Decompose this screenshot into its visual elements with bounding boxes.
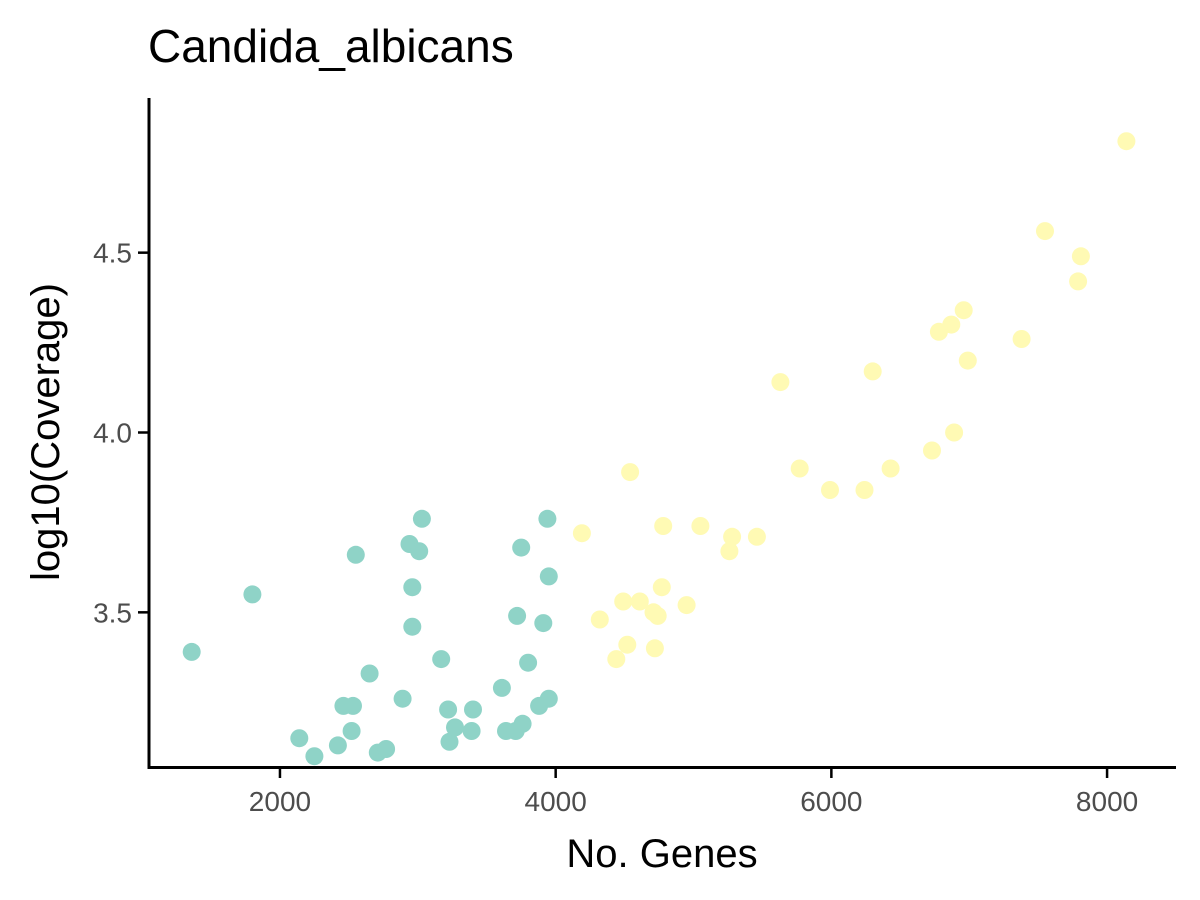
data-point [446, 718, 464, 737]
data-point [393, 689, 412, 708]
data-point [790, 459, 809, 478]
chart-title: Candida_albicans [148, 20, 514, 72]
data-point [821, 481, 839, 499]
data-point [346, 545, 365, 564]
data-point [654, 517, 673, 535]
data-point [747, 527, 766, 546]
y-tick-label: 4.5 [93, 238, 132, 269]
data-point [652, 578, 671, 597]
data-point [344, 696, 362, 715]
data-point [342, 722, 361, 740]
x-tick-label: 4000 [525, 786, 587, 817]
data-point [412, 509, 431, 528]
data-point [410, 542, 429, 561]
data-point [328, 736, 347, 755]
data-point [512, 538, 531, 557]
data-point [1036, 222, 1054, 241]
data-point [720, 542, 739, 561]
data-point [1012, 330, 1031, 348]
data-point [403, 617, 422, 636]
y-tick-label: 3.5 [93, 597, 132, 628]
data-point [881, 459, 900, 478]
data-point [403, 578, 422, 597]
x-tick-label: 6000 [800, 786, 862, 817]
data-point [439, 700, 458, 719]
data-point [243, 585, 262, 604]
data-point [462, 722, 481, 740]
data-point [1071, 247, 1090, 266]
x-axis-ticks: 2000 4000 6000 8000 [249, 768, 1138, 817]
data-point [590, 610, 609, 629]
data-point [771, 373, 790, 392]
data-point [538, 509, 557, 528]
data-point [923, 441, 941, 460]
data-point [958, 351, 977, 370]
data-point [618, 635, 637, 654]
data-point [534, 614, 553, 633]
y-axis-ticks: 3.5 4.0 4.5 [93, 238, 148, 628]
data-point [513, 714, 532, 733]
data-point [1117, 132, 1136, 151]
data-points [182, 132, 1136, 766]
data-point [492, 678, 511, 697]
data-point [464, 700, 482, 719]
data-point [677, 596, 696, 615]
data-point [508, 606, 527, 625]
data-point [942, 315, 961, 334]
data-point [305, 747, 324, 766]
data-point [691, 517, 710, 535]
x-tick-label: 8000 [1076, 786, 1138, 817]
data-point [648, 606, 667, 625]
data-point [572, 524, 591, 543]
data-point [954, 301, 973, 320]
data-point [519, 653, 538, 672]
data-point [1069, 272, 1088, 291]
data-point [945, 423, 964, 442]
data-point [290, 729, 309, 748]
data-point [863, 362, 882, 381]
data-point [360, 664, 379, 683]
y-tick-label: 4.0 [93, 418, 132, 449]
data-point [539, 567, 558, 586]
data-point [607, 650, 626, 669]
x-axis-label: No. Genes [566, 832, 757, 876]
data-point [645, 639, 664, 658]
data-point [432, 650, 451, 669]
data-point [614, 592, 633, 611]
data-point [630, 592, 649, 611]
data-point [723, 527, 742, 546]
data-point [621, 463, 640, 482]
data-point [440, 732, 459, 751]
data-point [539, 689, 558, 708]
y-axis-label: log10(Coverage) [24, 283, 68, 581]
data-point [377, 740, 396, 758]
data-point [182, 642, 201, 661]
data-point [855, 481, 874, 499]
x-tick-label: 2000 [249, 786, 311, 817]
